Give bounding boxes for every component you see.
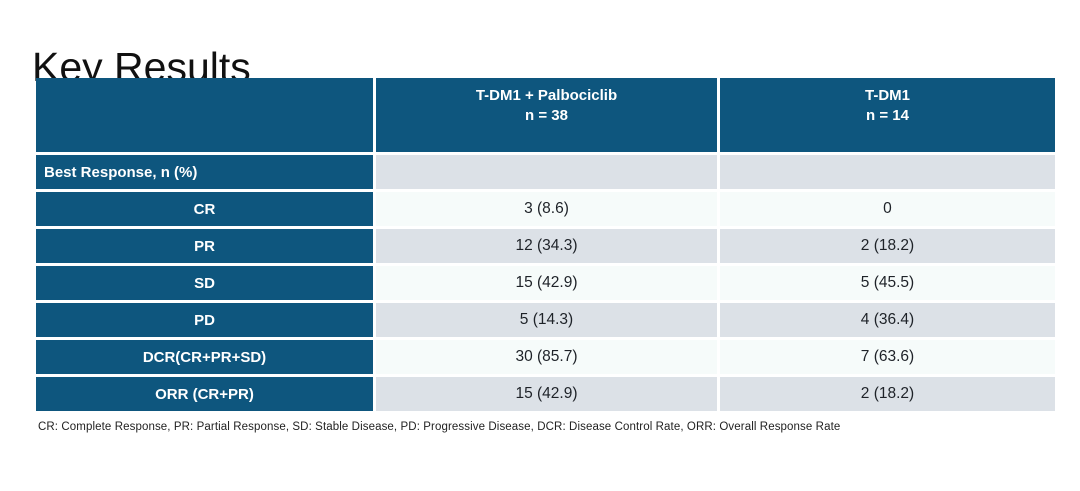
cell-arm1: 5 (14.3) [375, 303, 717, 337]
cell-arm1: 15 (42.9) [375, 377, 717, 411]
results-table: T-DM1 + Palbociclib n = 38 T-DM1 n = 14 … [33, 75, 1058, 414]
row-label: CR [36, 192, 373, 226]
cell-arm2: 2 (18.2) [719, 377, 1055, 411]
column-header-tdm1-palbociclib: T-DM1 + Palbociclib n = 38 [375, 78, 717, 152]
table-row-sd: SD 15 (42.9) 5 (45.5) [36, 266, 1055, 300]
cell-arm1: 12 (34.3) [375, 229, 717, 263]
cell-arm2: 4 (36.4) [719, 303, 1055, 337]
row-label: PD [36, 303, 373, 337]
column-header-line2: n = 14 [866, 107, 909, 124]
row-label: ORR (CR+PR) [36, 377, 373, 411]
cell-arm2: 0 [719, 192, 1055, 226]
row-label: DCR(CR+PR+SD) [36, 340, 373, 374]
table-row-cr: CR 3 (8.6) 0 [36, 192, 1055, 226]
cell-arm1: 15 (42.9) [375, 266, 717, 300]
column-header-line1: T-DM1 [864, 87, 910, 104]
abbreviations-footnote: CR: Complete Response, PR: Partial Respo… [38, 421, 841, 433]
table-row-dcr: DCR(CR+PR+SD) 30 (85.7) 7 (63.6) [36, 340, 1055, 374]
cell-arm1: 30 (85.7) [375, 340, 717, 374]
cell-arm2: 7 (63.6) [719, 340, 1055, 374]
corner-cell [36, 78, 373, 152]
cell-arm2: 2 (18.2) [719, 229, 1055, 263]
row-label: PR [36, 229, 373, 263]
column-header-line2: n = 38 [525, 107, 568, 124]
row-label: SD [36, 266, 373, 300]
cell-arm1 [375, 155, 717, 189]
cell-arm1: 3 (8.6) [375, 192, 717, 226]
column-header-line1: T-DM1 + Palbociclib [475, 87, 618, 104]
cell-arm2 [719, 155, 1055, 189]
table-row-pr: PR 12 (34.3) 2 (18.2) [36, 229, 1055, 263]
column-header-tdm1: T-DM1 n = 14 [719, 78, 1055, 152]
table-header-row: T-DM1 + Palbociclib n = 38 T-DM1 n = 14 [36, 78, 1055, 152]
cell-arm2: 5 (45.5) [719, 266, 1055, 300]
table-row-orr: ORR (CR+PR) 15 (42.9) 2 (18.2) [36, 377, 1055, 411]
table-row-pd: PD 5 (14.3) 4 (36.4) [36, 303, 1055, 337]
row-label: Best Response, n (%) [36, 155, 373, 189]
table-row-best-response: Best Response, n (%) [36, 155, 1055, 189]
